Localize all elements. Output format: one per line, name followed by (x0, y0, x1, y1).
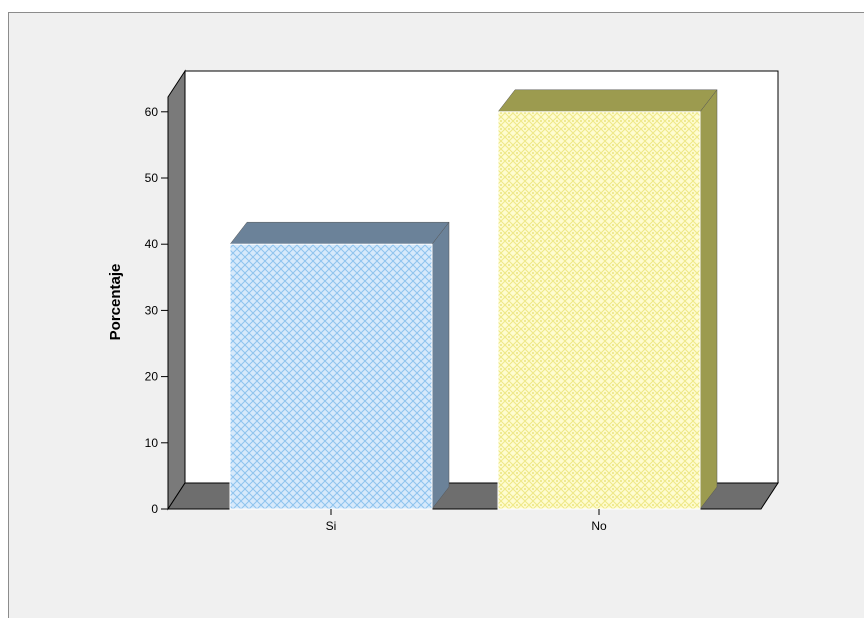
bar-side (699, 89, 718, 510)
bar-front (497, 111, 701, 510)
y-tick-label: 60 (145, 105, 159, 119)
y-axis-ticks: 0 10 20 30 40 50 60 (145, 105, 168, 516)
bar-top (229, 221, 450, 245)
y-tick-label: 30 (145, 303, 159, 317)
bar-side (431, 221, 450, 510)
y-tick-label: 0 (151, 502, 158, 516)
y-tick-label: 40 (145, 237, 159, 251)
bar-no (497, 89, 718, 510)
bar-front (229, 243, 433, 510)
plot-side-wall (167, 69, 186, 511)
bar-chart: 0 10 20 30 40 50 60 Si No Porcentaje (107, 69, 779, 533)
bars-group (229, 89, 718, 510)
x-tick-label: No (591, 519, 607, 533)
y-tick-label: 20 (145, 370, 159, 384)
x-axis-ticks: Si No (326, 509, 607, 533)
chart-frame: 0 10 20 30 40 50 60 Si No Porcentaje (8, 12, 864, 618)
y-tick-label: 10 (145, 436, 159, 450)
y-tick-label: 50 (145, 171, 159, 185)
bar-top (497, 89, 718, 113)
y-axis-title: Porcentaje (107, 264, 124, 341)
x-tick-label: Si (326, 519, 337, 533)
bar-si (229, 221, 450, 510)
